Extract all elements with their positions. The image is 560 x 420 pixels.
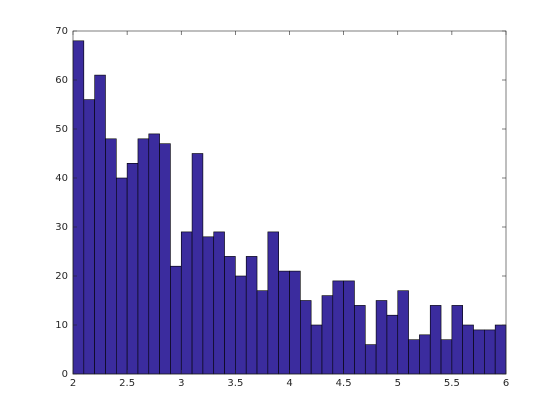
bar bbox=[159, 143, 171, 375]
bar bbox=[321, 295, 334, 375]
x-tick-label: 2.5 bbox=[119, 378, 135, 389]
bar bbox=[278, 270, 290, 375]
x-tick-label: 3 bbox=[178, 378, 184, 389]
x-tick-label: 5 bbox=[395, 378, 401, 389]
bar bbox=[267, 231, 279, 375]
bar bbox=[397, 290, 409, 375]
x-tick-label: 5.5 bbox=[444, 378, 460, 389]
bar bbox=[256, 290, 269, 375]
bar bbox=[105, 138, 117, 375]
bar bbox=[364, 344, 377, 375]
y-tick-label: 10 bbox=[55, 320, 68, 331]
bar bbox=[289, 270, 301, 375]
x-tick-label: 4.5 bbox=[336, 378, 352, 389]
bar bbox=[94, 74, 106, 375]
bar bbox=[224, 256, 236, 375]
bar bbox=[137, 138, 150, 375]
bar bbox=[429, 305, 442, 375]
bar bbox=[213, 231, 225, 375]
bar bbox=[300, 300, 312, 375]
bar bbox=[473, 329, 485, 375]
y-tick-label: 40 bbox=[55, 173, 68, 184]
bar bbox=[126, 163, 139, 375]
bar bbox=[235, 275, 247, 375]
x-tick-label: 3.5 bbox=[227, 378, 243, 389]
bar bbox=[354, 305, 366, 375]
y-tick-label: 70 bbox=[55, 26, 68, 37]
bar bbox=[451, 305, 463, 375]
bar bbox=[408, 339, 420, 375]
y-tick-label: 30 bbox=[55, 222, 68, 233]
bar bbox=[332, 280, 344, 375]
bar bbox=[310, 324, 323, 375]
bar bbox=[440, 339, 453, 375]
x-tick-label: 4 bbox=[286, 378, 292, 389]
bar bbox=[116, 177, 128, 375]
bar bbox=[191, 153, 204, 375]
bar bbox=[83, 99, 95, 375]
bar bbox=[170, 265, 182, 375]
y-tick-label: 60 bbox=[55, 75, 68, 86]
x-tick-label: 2 bbox=[70, 378, 76, 389]
bar bbox=[386, 314, 399, 375]
bar bbox=[494, 324, 507, 375]
bar bbox=[72, 40, 85, 375]
y-tick-label: 50 bbox=[55, 124, 68, 135]
bar bbox=[419, 334, 431, 375]
bar bbox=[245, 256, 258, 375]
bar bbox=[462, 324, 474, 375]
bar bbox=[484, 329, 496, 375]
y-tick-label: 0 bbox=[62, 369, 68, 380]
x-tick-label: 6 bbox=[503, 378, 509, 389]
y-tick-label: 20 bbox=[55, 271, 68, 282]
bar bbox=[343, 280, 355, 375]
bar bbox=[375, 300, 388, 375]
bar bbox=[180, 231, 193, 375]
bar bbox=[148, 133, 160, 375]
bar bbox=[202, 236, 215, 375]
